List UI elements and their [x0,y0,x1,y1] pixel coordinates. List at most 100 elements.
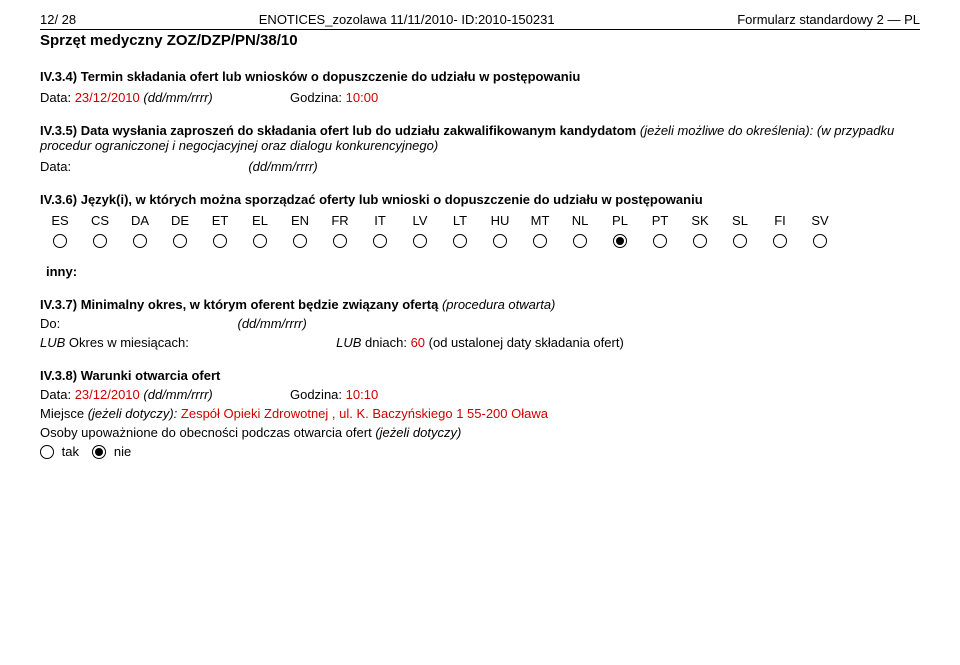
s38-osoby-italic: (jeżeli dotyczy) [375,425,461,440]
lang-radio-it[interactable] [373,234,387,248]
s38-data-label: Data: [40,387,71,402]
s37-lub-2: LUB [336,335,361,350]
lang-header-en: EN [280,213,320,228]
lang-radio-cell-fr [320,232,360,248]
lang-radio-sl[interactable] [733,234,747,248]
lang-radio-es[interactable] [53,234,67,248]
s38-tak: tak [62,444,79,459]
lang-radio-cell-sl [720,232,760,248]
s34-godz-value: 10:00 [346,90,379,105]
lang-header-de: DE [160,213,200,228]
s37-okres-label: Okres w miesiącach: [69,335,189,350]
lang-radio-cell-pt [640,232,680,248]
s38-godz-label: Godzina: [290,387,342,402]
s34-data-label: Data: [40,90,71,105]
lang-radio-sv[interactable] [813,234,827,248]
s38-data-fmt: (dd/mm/rrrr) [143,387,212,402]
lang-header-fr: FR [320,213,360,228]
subtitle: Sprzęt medyczny ZOZ/DZP/PN/38/10 [40,32,920,49]
s37-dniach-label: dniach: [365,335,407,350]
lang-header-pt: PT [640,213,680,228]
s38-title: IV.3.8) Warunki otwarcia ofert [40,368,920,383]
lang-radio-de[interactable] [173,234,187,248]
header-left: 12/ 28 [40,12,76,27]
s38-miejsce-label: Miejsce [40,406,84,421]
lang-header-et: ET [200,213,240,228]
header-center: ENOTICES_zozolawa 11/11/2010- ID:2010-15… [76,12,737,27]
s38-nie: nie [114,444,131,459]
lang-header-fi: FI [760,213,800,228]
lang-radio-cell-it [360,232,400,248]
lang-radio-cell-nl [560,232,600,248]
lang-radio-cell-cs [80,232,120,248]
lang-radio-cell-fi [760,232,800,248]
header-bar: 12/ 28 ENOTICES_zozolawa 11/11/2010- ID:… [40,12,920,30]
section-iv-3-4: IV.3.4) Termin składania ofert lub wnios… [40,69,920,105]
s38-miejsce-italic: (jeżeli dotyczy): [88,406,178,421]
lang-radio-cs[interactable] [93,234,107,248]
lang-header-it: IT [360,213,400,228]
lang-radio-cell-es [40,232,80,248]
lang-header-hu: HU [480,213,520,228]
lang-radio-fr[interactable] [333,234,347,248]
section-iv-3-8: IV.3.8) Warunki otwarcia ofert Data: 23/… [40,368,920,460]
s34-data-fmt: (dd/mm/rrrr) [143,90,212,105]
lang-radio-row [40,232,920,248]
section-iv-3-5: IV.3.5) Data wysłania zaproszeń do skład… [40,123,920,174]
s38-osoby: Osoby upoważnione do obecności podczas o… [40,425,372,440]
lang-radio-en[interactable] [293,234,307,248]
section-iv-3-6: IV.3.6) Język(i), w których można sporzą… [40,192,920,279]
lang-header-sv: SV [800,213,840,228]
s37-title-italic: (procedura otwarta) [442,297,555,312]
lang-radio-lt[interactable] [453,234,467,248]
lang-radio-sk[interactable] [693,234,707,248]
lang-radio-cell-lv [400,232,440,248]
s34-data-value: 23/12/2010 [75,90,140,105]
lang-radio-el[interactable] [253,234,267,248]
lang-header-da: DA [120,213,160,228]
lang-radio-cell-en [280,232,320,248]
lang-header-row: ESCSDADEETELENFRITLVLTHUMTNLPLPTSKSLFISV [40,213,920,228]
lang-radio-da[interactable] [133,234,147,248]
lang-header-mt: MT [520,213,560,228]
lang-radio-hu[interactable] [493,234,507,248]
s37-do-label: Do: [40,316,60,331]
lang-radio-cell-hu [480,232,520,248]
lang-radio-lv[interactable] [413,234,427,248]
lang-header-cs: CS [80,213,120,228]
s37-title-prefix: IV.3.7) Minimalny okres, w którym oferen… [40,297,438,312]
lang-radio-et[interactable] [213,234,227,248]
s37-do-fmt: (dd/mm/rrrr) [237,316,306,331]
lang-radio-pl[interactable] [613,234,627,248]
lang-radio-nl[interactable] [573,234,587,248]
s38-data-value: 23/12/2010 [75,387,140,402]
s35-title-prefix: IV.3.5) Data wysłania zaproszeń do skład… [40,123,636,138]
lang-header-sl: SL [720,213,760,228]
header-right: Formularz standardowy 2 — PL [737,12,920,27]
s34-godz-label: Godzina: [290,90,342,105]
s35-data-label: Data: [40,159,71,174]
lang-radio-cell-sk [680,232,720,248]
lang-header-nl: NL [560,213,600,228]
lang-radio-mt[interactable] [533,234,547,248]
lang-radio-cell-sv [800,232,840,248]
s34-title: IV.3.4) Termin składania ofert lub wnios… [40,69,920,84]
section-iv-3-7: IV.3.7) Minimalny okres, w którym oferen… [40,297,920,350]
s38-godz-value: 10:10 [346,387,379,402]
s35-data-fmt: (dd/mm/rrrr) [248,159,317,174]
lang-header-lv: LV [400,213,440,228]
s37-lub-1: LUB [40,335,65,350]
radio-nie[interactable] [92,445,106,459]
lang-radio-cell-mt [520,232,560,248]
lang-header-pl: PL [600,213,640,228]
s36-title: IV.3.6) Język(i), w których można sporzą… [40,192,920,207]
lang-radio-fi[interactable] [773,234,787,248]
lang-header-lt: LT [440,213,480,228]
lang-header-es: ES [40,213,80,228]
lang-header-el: EL [240,213,280,228]
lang-radio-cell-da [120,232,160,248]
lang-radio-pt[interactable] [653,234,667,248]
radio-tak[interactable] [40,445,54,459]
s36-inny: inny: [46,264,920,279]
s38-miejsce-value: Zespół Opieki Zdrowotnej , ul. K. Baczyń… [181,406,548,421]
